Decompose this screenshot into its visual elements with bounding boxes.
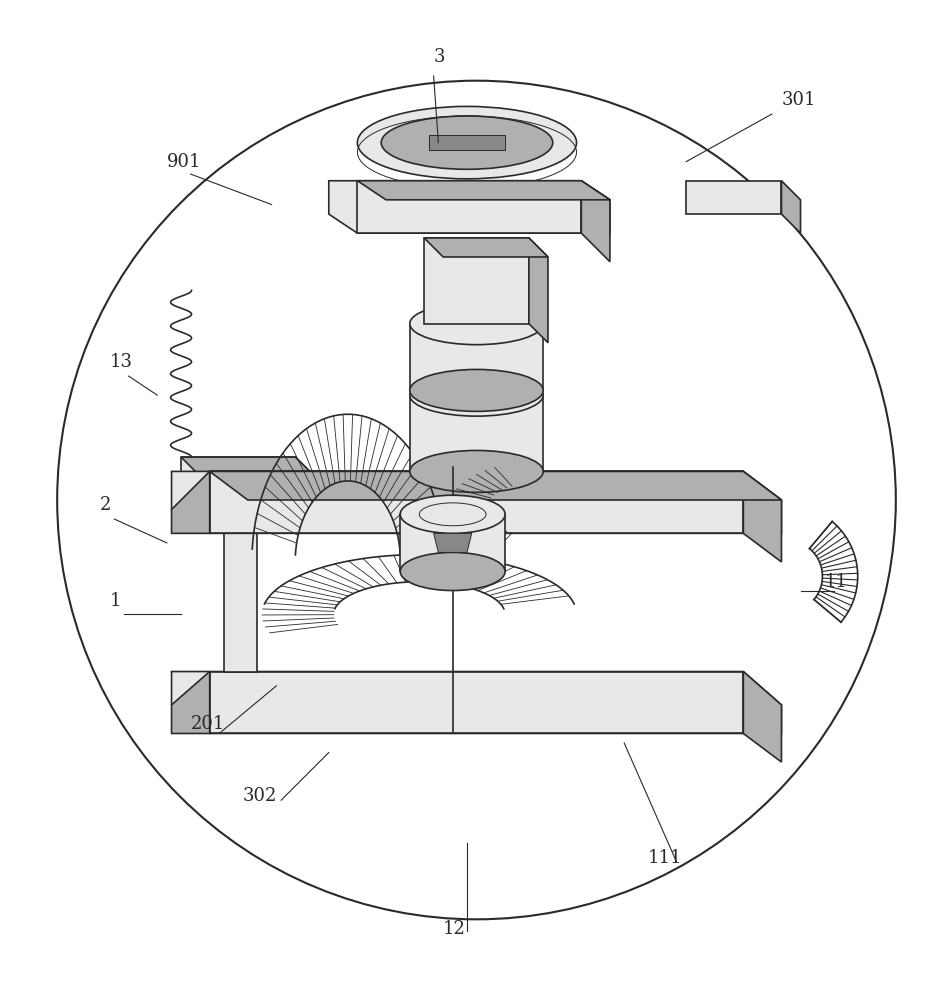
Ellipse shape bbox=[381, 116, 552, 169]
Polygon shape bbox=[685, 181, 781, 214]
Bar bbox=[428, 135, 505, 150]
Polygon shape bbox=[171, 471, 209, 533]
Polygon shape bbox=[181, 457, 295, 505]
Circle shape bbox=[57, 81, 895, 919]
Ellipse shape bbox=[409, 450, 543, 492]
Polygon shape bbox=[224, 462, 257, 672]
Polygon shape bbox=[357, 181, 609, 200]
Text: 302: 302 bbox=[243, 787, 277, 805]
Polygon shape bbox=[743, 672, 781, 762]
Polygon shape bbox=[171, 672, 209, 733]
Polygon shape bbox=[743, 471, 781, 562]
Bar bbox=[409, 395, 543, 471]
Text: 2: 2 bbox=[100, 496, 111, 514]
Text: 3: 3 bbox=[433, 48, 445, 66]
Polygon shape bbox=[581, 181, 609, 262]
Polygon shape bbox=[781, 181, 800, 233]
Text: 1: 1 bbox=[109, 592, 121, 610]
Text: 12: 12 bbox=[443, 920, 466, 938]
Ellipse shape bbox=[400, 552, 505, 591]
Text: 13: 13 bbox=[109, 353, 132, 371]
Polygon shape bbox=[181, 457, 319, 481]
Text: 201: 201 bbox=[190, 715, 225, 733]
Text: 11: 11 bbox=[823, 573, 846, 591]
Ellipse shape bbox=[409, 303, 543, 345]
Polygon shape bbox=[528, 238, 547, 343]
Polygon shape bbox=[357, 181, 581, 233]
Bar bbox=[409, 324, 543, 390]
Polygon shape bbox=[209, 471, 781, 500]
Polygon shape bbox=[424, 238, 547, 257]
Polygon shape bbox=[171, 471, 781, 533]
Bar bbox=[400, 514, 505, 571]
Polygon shape bbox=[295, 457, 319, 529]
Polygon shape bbox=[209, 672, 743, 733]
Polygon shape bbox=[328, 181, 609, 233]
Polygon shape bbox=[209, 471, 743, 533]
Text: 901: 901 bbox=[167, 153, 201, 171]
Polygon shape bbox=[171, 672, 781, 733]
Ellipse shape bbox=[400, 495, 505, 533]
Ellipse shape bbox=[357, 106, 576, 179]
Ellipse shape bbox=[409, 369, 543, 411]
Text: 111: 111 bbox=[647, 849, 682, 867]
Polygon shape bbox=[433, 533, 471, 552]
Text: 301: 301 bbox=[781, 91, 815, 109]
Bar bbox=[424, 238, 528, 324]
Ellipse shape bbox=[409, 374, 543, 416]
